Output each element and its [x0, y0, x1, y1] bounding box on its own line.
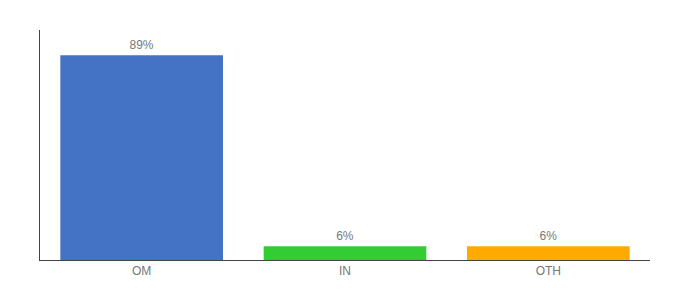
- svg-text:OTH: OTH: [536, 264, 561, 278]
- svg-text:6%: 6%: [336, 229, 354, 243]
- svg-text:OM: OM: [132, 264, 151, 278]
- svg-text:6%: 6%: [539, 229, 557, 243]
- svg-text:IN: IN: [339, 264, 351, 278]
- svg-text:89%: 89%: [129, 38, 153, 52]
